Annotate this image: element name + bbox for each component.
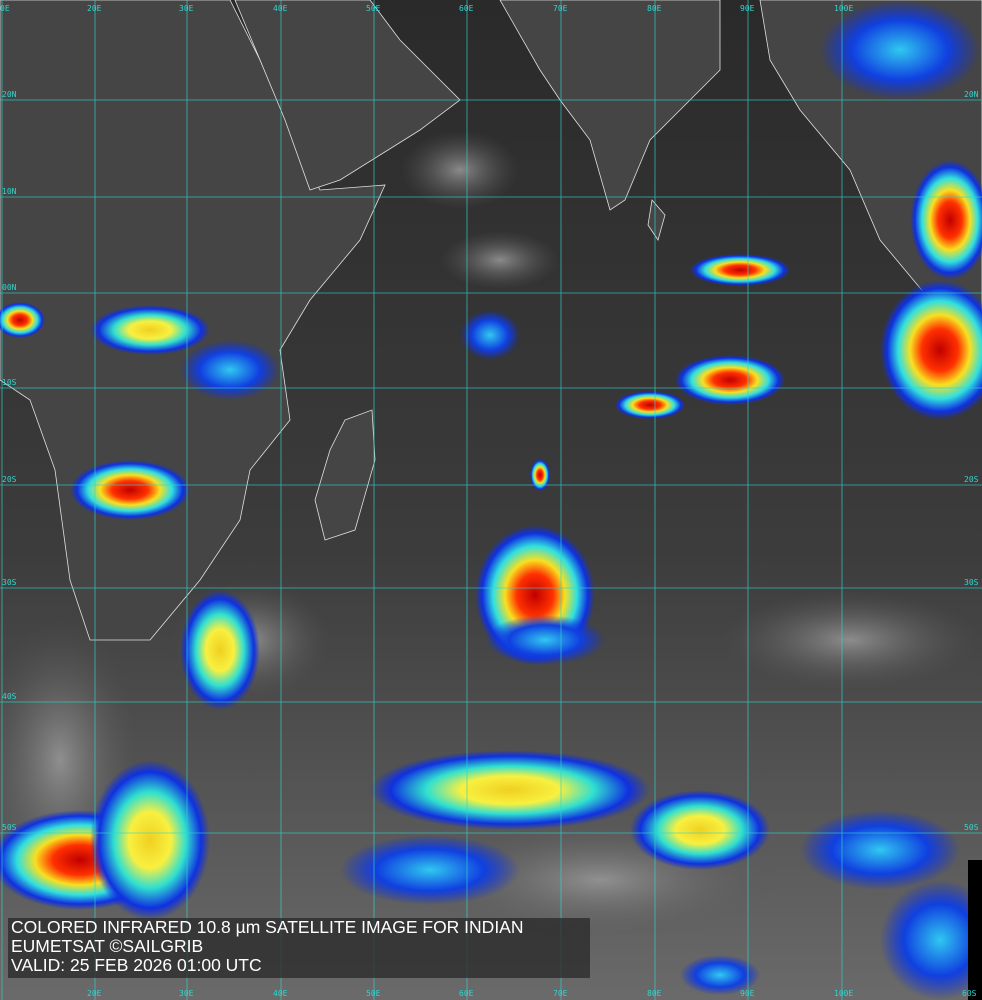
- bottom-longitude-label: 60E: [459, 989, 474, 998]
- madagascar: [314, 409, 376, 541]
- bottom-longitude-label: 90E: [740, 989, 755, 998]
- caption-box: COLORED INFRARED 10.8 µm SATELLITE IMAGE…: [8, 918, 590, 978]
- left-latitude-label: 10N: [2, 187, 17, 196]
- caption-title: COLORED INFRARED 10.8 µm SATELLITE IMAGE…: [11, 917, 524, 937]
- bottom-longitude-label: 30E: [179, 989, 194, 998]
- top-longitude-label: 40E: [273, 4, 288, 13]
- bottom-longitude-label: 70E: [553, 989, 568, 998]
- bottom-longitude-label: 50E: [366, 989, 381, 998]
- arabia: [234, 0, 461, 191]
- top-longitude-label: 90E: [740, 4, 755, 13]
- caption-source: EUMETSAT ©SAILGRIB: [11, 936, 204, 956]
- right-latitude-label: 20S: [964, 475, 979, 484]
- bottom-longitude-label: 60S: [962, 989, 977, 998]
- left-latitude-label: 10S: [2, 378, 17, 387]
- left-latitude-label: 20S: [2, 475, 17, 484]
- bottom-longitude-label: 80E: [647, 989, 662, 998]
- right-latitude-label: 30S: [964, 578, 979, 587]
- right-latitude-label: 20N: [964, 90, 979, 99]
- top-longitude-label: 100E: [834, 4, 854, 13]
- bottom-longitude-label: 20E: [87, 989, 102, 998]
- india: [499, 0, 721, 211]
- top-longitude-label: 60E: [459, 4, 474, 13]
- top-longitude-label: 0E: [0, 4, 10, 13]
- top-longitude-label: 30E: [179, 4, 194, 13]
- sri-lanka: [647, 199, 666, 241]
- bottom-longitude-label: 40E: [273, 989, 288, 998]
- top-longitude-label: 80E: [647, 4, 662, 13]
- left-latitude-label: 50S: [2, 823, 17, 832]
- left-latitude-label: 00N: [2, 283, 17, 292]
- left-latitude-label: 30S: [2, 578, 17, 587]
- bottom-longitude-label: 100E: [834, 989, 854, 998]
- right-latitude-label: 50S: [964, 823, 979, 832]
- top-longitude-label: 50E: [366, 4, 381, 13]
- left-latitude-label: 20N: [2, 90, 17, 99]
- left-latitude-label: 40S: [2, 692, 17, 701]
- caption-valid-time: VALID: 25 FEB 2026 01:00 UTC: [11, 955, 262, 975]
- top-longitude-label: 70E: [553, 4, 568, 13]
- top-longitude-label: 20E: [87, 4, 102, 13]
